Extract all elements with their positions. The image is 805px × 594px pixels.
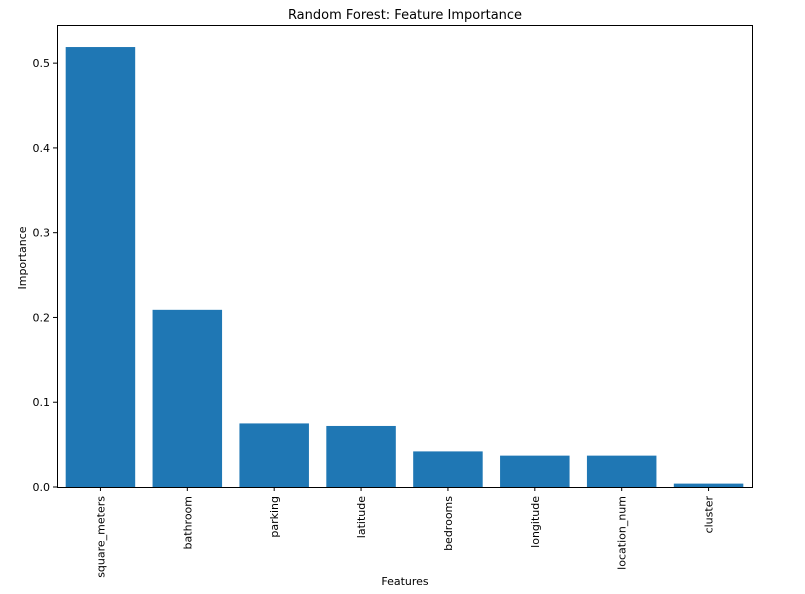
bar-location-num <box>586 455 657 487</box>
x-tick-label: parking <box>268 496 281 538</box>
bar-bedrooms <box>413 451 483 487</box>
x-tick-label: latitude <box>355 496 368 538</box>
x-tick-label: location_num <box>616 496 629 570</box>
y-tick-label: 0.5 <box>33 57 51 70</box>
plot-area-frame <box>57 25 753 488</box>
x-tick-label: longitude <box>529 496 542 548</box>
x-tick-label: bathroom <box>181 496 194 549</box>
y-tick-label: 0.2 <box>33 311 51 324</box>
y-tick-label: 0.0 <box>33 481 51 494</box>
y-axis-label: Importance <box>16 226 29 289</box>
y-tick-label: 0.4 <box>33 142 51 155</box>
bar-parking <box>239 423 309 487</box>
x-tick-label: bedrooms <box>442 496 455 551</box>
bar-latitude <box>326 425 396 487</box>
bar-square-meters <box>65 47 136 487</box>
bar-cluster <box>673 483 744 487</box>
y-tick-label: 0.3 <box>33 227 51 240</box>
x-ticks: square_meters bathroom parking latitude bedr… <box>94 487 716 578</box>
x-tick-label: cluster <box>703 496 716 534</box>
bars-layer <box>65 47 744 487</box>
chart-title: Random Forest: Feature Importance <box>288 8 522 23</box>
x-tick-label: square_meters <box>94 496 107 578</box>
y-ticks: 0.0 0.1 0.2 0.3 0.4 0.5 <box>33 57 57 494</box>
bar-longitude <box>500 455 570 487</box>
bar-bathroom <box>152 309 223 487</box>
y-tick-label: 0.1 <box>33 396 51 409</box>
x-axis-label: Features <box>381 575 429 588</box>
